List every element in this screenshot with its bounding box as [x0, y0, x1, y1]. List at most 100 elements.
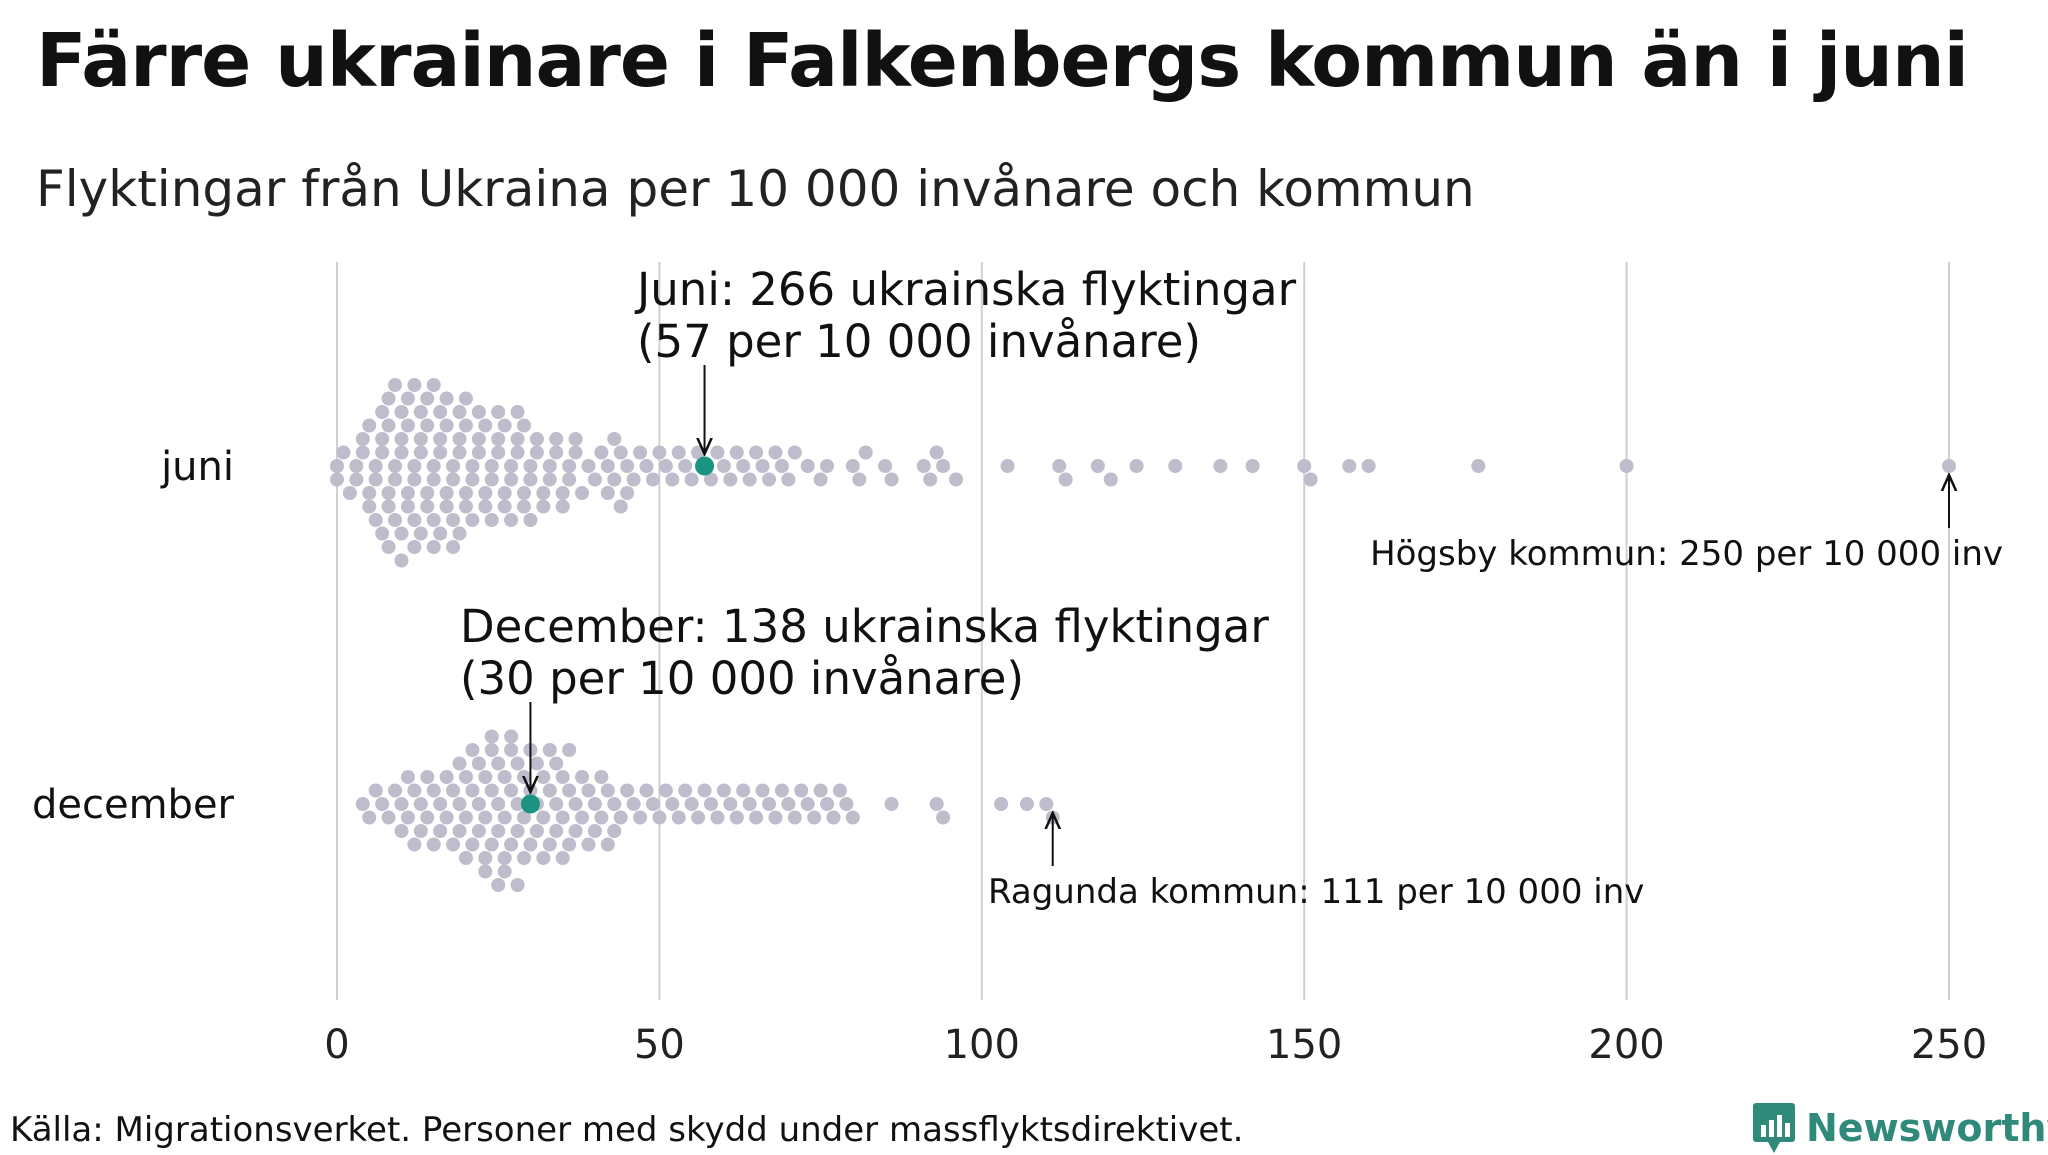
data-point [484, 513, 499, 527]
data-point [755, 459, 770, 473]
data-point [394, 432, 409, 446]
data-point [568, 445, 583, 460]
data-point [420, 418, 435, 433]
data-point [388, 783, 403, 798]
data-point [439, 418, 454, 433]
data-point [375, 445, 390, 460]
data-point [626, 472, 641, 487]
data-point [452, 756, 467, 771]
data-point [826, 810, 841, 825]
highlight-point [520, 794, 540, 814]
data-point [1245, 459, 1260, 473]
data-point [555, 486, 570, 500]
data-point [665, 472, 680, 487]
data-point [600, 459, 615, 473]
data-point [549, 432, 564, 446]
data-point [839, 797, 854, 811]
data-point [703, 797, 718, 811]
data-point [555, 851, 570, 865]
data-point [452, 797, 467, 811]
data-point [400, 810, 415, 825]
data-point [645, 472, 660, 487]
annotation-text: December: 138 ukrainska flyktingar [460, 600, 1269, 653]
data-point [697, 783, 712, 798]
data-point [542, 472, 557, 487]
data-point [458, 391, 473, 406]
data-point [929, 797, 944, 811]
data-point [484, 783, 499, 798]
data-point [433, 797, 448, 811]
data-point [510, 405, 525, 419]
data-point [916, 459, 931, 473]
data-point [523, 472, 538, 487]
data-point [768, 445, 783, 460]
data-point [1942, 459, 1956, 473]
data-point [388, 459, 403, 473]
data-point [1168, 459, 1183, 473]
data-point [529, 756, 544, 771]
data-point [465, 472, 480, 487]
data-point [884, 797, 899, 811]
data-point [504, 472, 519, 487]
data-point [742, 797, 757, 811]
data-point [845, 459, 860, 473]
chart-title: Färre ukrainare i Falkenbergs kommun än … [36, 18, 1969, 104]
data-point [394, 824, 409, 838]
data-point [516, 418, 531, 433]
data-point [736, 459, 751, 473]
data-point [413, 405, 428, 419]
data-point [381, 418, 396, 433]
data-point [375, 526, 390, 541]
data-point [484, 472, 499, 487]
data-point [471, 432, 486, 446]
data-point [446, 540, 461, 554]
data-point [749, 810, 764, 825]
data-point [549, 445, 564, 460]
data-point [491, 405, 506, 419]
data-point [949, 472, 964, 487]
data-point [536, 486, 551, 500]
data-point [652, 445, 667, 460]
category-label: juni [160, 444, 234, 490]
data-point [936, 459, 951, 473]
data-point [568, 432, 583, 446]
data-point [529, 445, 544, 460]
x-tick-label: 100 [944, 1022, 1020, 1068]
data-point [355, 432, 370, 446]
data-point [516, 851, 531, 865]
data-point [781, 472, 796, 487]
data-point [575, 770, 590, 784]
data-point [452, 824, 467, 838]
data-point [845, 810, 860, 825]
data-point [613, 810, 628, 825]
data-point [594, 810, 609, 825]
data-point [497, 486, 512, 500]
data-point [471, 824, 486, 838]
data-point [549, 797, 564, 811]
data-point [639, 459, 654, 473]
data-point [1342, 459, 1357, 473]
data-point [426, 378, 441, 392]
data-point [749, 445, 764, 460]
data-point [433, 405, 448, 419]
annotation-text: Juni: 266 ukrainska flyktingar [634, 263, 1297, 316]
data-point [562, 472, 577, 487]
data-point [742, 472, 757, 487]
data-point [426, 783, 441, 798]
data-point [433, 432, 448, 446]
x-tick-label: 0 [324, 1022, 349, 1068]
data-point [400, 486, 415, 500]
data-point [426, 472, 441, 487]
data-point [594, 445, 609, 460]
data-point [426, 513, 441, 527]
data-point [491, 797, 506, 811]
data-point [362, 486, 377, 500]
data-point [1090, 459, 1105, 473]
data-point [439, 499, 454, 514]
data-point [852, 472, 867, 487]
data-point [1129, 459, 1144, 473]
data-point [587, 797, 602, 811]
data-point [542, 837, 557, 852]
data-point [1297, 459, 1312, 473]
data-point [562, 783, 577, 798]
